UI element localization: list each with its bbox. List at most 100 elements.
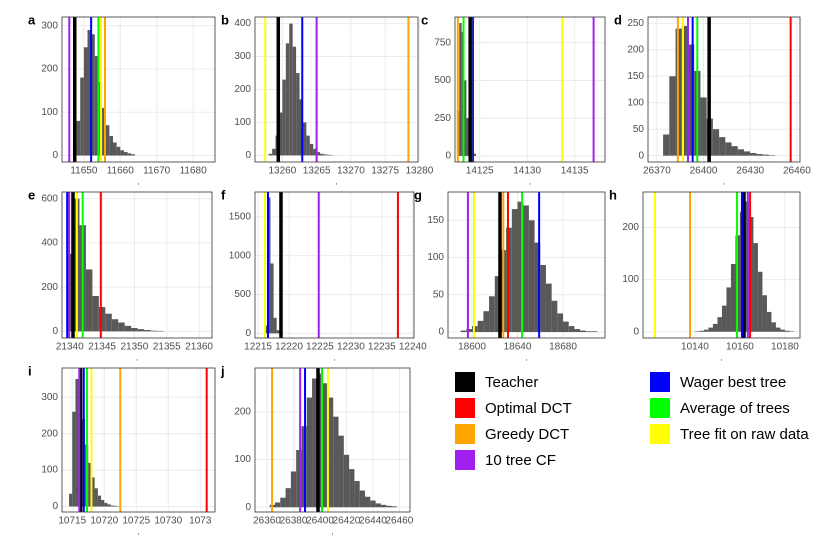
legend-label: Greedy DCT bbox=[485, 426, 569, 443]
x-tick-label: 11680 bbox=[180, 166, 208, 177]
histogram-bar bbox=[83, 47, 88, 156]
y-tick-label: 50 bbox=[433, 289, 445, 300]
histogram-bar bbox=[545, 283, 552, 333]
histogram-bar bbox=[289, 23, 293, 156]
histogram-bar bbox=[563, 321, 569, 333]
legend-swatch bbox=[455, 372, 475, 392]
x-tick-label: 12215 bbox=[244, 342, 272, 353]
legend-swatch bbox=[650, 424, 670, 444]
legend-swatch bbox=[650, 372, 670, 392]
histogram-bar bbox=[290, 471, 297, 508]
histogram-bar bbox=[744, 201, 749, 332]
histogram-bar bbox=[69, 493, 73, 507]
x-tick-label: 18600 bbox=[458, 342, 486, 353]
histogram-bar bbox=[72, 411, 76, 507]
y-tick-label: 750 bbox=[434, 37, 451, 48]
y-tick-label: 200 bbox=[41, 282, 58, 293]
histogram-bar bbox=[477, 320, 484, 333]
x-axis-label: . bbox=[720, 353, 723, 364]
histogram-bar bbox=[789, 331, 794, 332]
legend-label: Tree fit on raw data bbox=[680, 426, 809, 443]
panel-letter: a bbox=[28, 12, 36, 27]
histogram-bar bbox=[568, 326, 575, 333]
histogram-bar bbox=[323, 154, 327, 156]
histogram-bar bbox=[97, 495, 102, 507]
y-tick-label: 250 bbox=[434, 113, 451, 124]
x-tick-label: 26370 bbox=[643, 166, 671, 177]
y-tick-label: 100 bbox=[622, 274, 639, 285]
panel-border bbox=[447, 191, 606, 339]
histogram-bar bbox=[312, 378, 318, 508]
histogram-bar bbox=[540, 265, 546, 333]
panel-letter: b bbox=[221, 12, 229, 27]
x-axis-label: . bbox=[136, 353, 139, 364]
histogram-bar bbox=[580, 330, 586, 333]
histogram-bar bbox=[282, 79, 286, 156]
y-tick-label: 200 bbox=[41, 64, 58, 75]
legend-swatch bbox=[455, 398, 475, 418]
histogram-bar bbox=[104, 502, 108, 507]
histogram-bar bbox=[483, 311, 490, 333]
y-tick-label: 400 bbox=[41, 238, 58, 249]
x-tick-label: 26400 bbox=[690, 166, 718, 177]
histogram-bar bbox=[94, 55, 99, 156]
histogram-bar bbox=[375, 503, 381, 508]
histogram-bar bbox=[359, 490, 365, 508]
histogram-bar bbox=[91, 34, 95, 156]
histogram-bar bbox=[338, 435, 344, 508]
histogram-bar bbox=[489, 296, 495, 333]
histogram-bar bbox=[766, 311, 772, 332]
histogram-bar bbox=[278, 112, 283, 156]
y-tick-label: 0 bbox=[52, 326, 58, 337]
histogram-bar bbox=[699, 330, 704, 332]
histogram-bar bbox=[768, 155, 776, 156]
histogram-bar bbox=[87, 29, 92, 156]
histogram-bar bbox=[687, 44, 695, 156]
histogram-bar bbox=[534, 242, 541, 333]
histogram-bar bbox=[94, 488, 98, 507]
histogram-bar bbox=[494, 276, 501, 333]
x-tick-label: 12230 bbox=[337, 342, 365, 353]
x-tick-label: 26460 bbox=[783, 166, 811, 177]
histogram-bar bbox=[349, 469, 355, 508]
histogram-bar bbox=[85, 269, 93, 332]
x-tick-label: 26380 bbox=[280, 516, 308, 527]
histogram-bar bbox=[775, 327, 781, 332]
legend-label: Wager best tree bbox=[680, 374, 786, 391]
histogram-bar bbox=[317, 373, 323, 508]
y-tick-label: 0 bbox=[245, 502, 251, 513]
panel-border bbox=[454, 16, 606, 163]
x-tick-label: 10160 bbox=[726, 342, 754, 353]
histogram-bar bbox=[118, 322, 125, 332]
histogram-bar bbox=[762, 154, 769, 156]
histogram-bar bbox=[473, 153, 476, 156]
histogram-bar bbox=[762, 295, 767, 332]
histogram-bar bbox=[466, 329, 473, 333]
panel-letter: g bbox=[414, 187, 422, 202]
x-tick-label: 11660 bbox=[107, 166, 135, 177]
y-tick-label: 300 bbox=[41, 20, 58, 31]
histogram-bar bbox=[748, 217, 754, 332]
histogram-bar bbox=[327, 397, 334, 508]
panel-border bbox=[647, 16, 801, 163]
y-tick-label: 1000 bbox=[229, 250, 252, 261]
legend-swatch bbox=[455, 450, 475, 470]
x-tick-label: 14130 bbox=[513, 166, 541, 177]
histogram-bar bbox=[737, 149, 744, 156]
x-axis-label: . bbox=[333, 353, 336, 364]
histogram-bar bbox=[105, 313, 112, 332]
y-tick-label: 0 bbox=[52, 150, 58, 161]
histogram-bar bbox=[91, 477, 95, 507]
histogram-bar bbox=[309, 143, 314, 156]
histogram-bar bbox=[380, 504, 387, 508]
x-tick-label: 11670 bbox=[143, 166, 171, 177]
y-tick-label: 0 bbox=[445, 151, 451, 162]
histogram-bar bbox=[712, 323, 718, 332]
panel-border bbox=[61, 367, 216, 513]
histogram-bar bbox=[285, 43, 290, 156]
y-tick-label: 150 bbox=[627, 71, 644, 82]
histogram-bar bbox=[302, 122, 307, 156]
histogram-bar bbox=[784, 330, 790, 332]
histogram-bar bbox=[113, 505, 118, 507]
histogram-bar bbox=[276, 330, 280, 334]
